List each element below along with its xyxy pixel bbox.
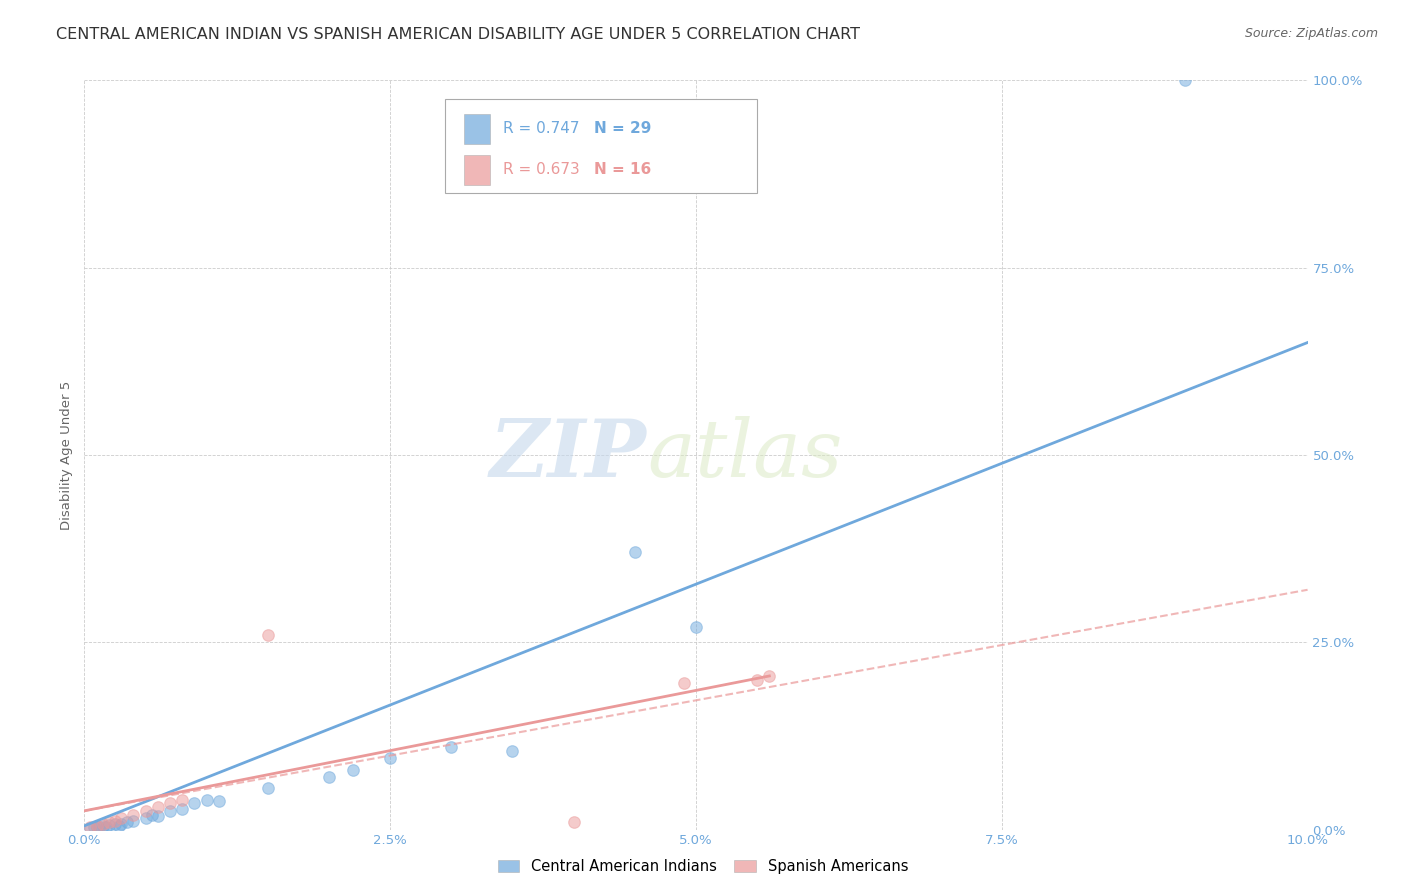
Point	[758, 669, 780, 683]
Point	[104, 817, 127, 831]
Point	[110, 816, 132, 830]
Text: N = 29: N = 29	[595, 121, 652, 136]
Point	[747, 673, 769, 687]
FancyBboxPatch shape	[464, 113, 491, 144]
Point	[96, 820, 118, 834]
Point	[104, 814, 127, 828]
Point	[624, 545, 647, 559]
Text: Source: ZipAtlas.com: Source: ZipAtlas.com	[1244, 27, 1378, 40]
Point	[195, 792, 218, 806]
Point	[440, 740, 463, 755]
Y-axis label: Disability Age Under 5: Disability Age Under 5	[60, 380, 73, 530]
Point	[146, 800, 169, 814]
Text: atlas: atlas	[647, 417, 842, 493]
Legend: Central American Indians, Spanish Americans: Central American Indians, Spanish Americ…	[492, 854, 914, 880]
Point	[502, 744, 524, 758]
Point	[107, 819, 129, 833]
Point	[97, 818, 120, 832]
Point	[115, 815, 138, 830]
Point	[318, 770, 340, 784]
Point	[172, 792, 194, 806]
Point	[257, 781, 280, 796]
Point	[86, 820, 108, 834]
Point	[172, 801, 194, 815]
Point	[141, 807, 163, 822]
Point	[79, 821, 101, 835]
Point	[122, 814, 145, 828]
Point	[146, 809, 169, 823]
Point	[135, 804, 157, 818]
Text: R = 0.673: R = 0.673	[503, 162, 579, 178]
Point	[97, 815, 120, 830]
Point	[1174, 73, 1197, 87]
Point	[562, 815, 585, 830]
Point	[208, 794, 231, 808]
Text: R = 0.747: R = 0.747	[503, 121, 579, 136]
Point	[672, 676, 695, 690]
Point	[159, 797, 181, 811]
Point	[83, 820, 105, 834]
Point	[257, 628, 280, 642]
FancyBboxPatch shape	[464, 155, 491, 185]
Point	[79, 820, 101, 834]
Point	[183, 797, 205, 811]
Point	[135, 811, 157, 825]
Text: ZIP: ZIP	[491, 417, 647, 493]
Point	[380, 751, 402, 765]
Text: N = 16: N = 16	[595, 162, 652, 178]
Point	[91, 816, 114, 830]
Point	[86, 819, 108, 833]
Point	[110, 811, 132, 825]
Point	[122, 807, 145, 822]
Point	[91, 819, 114, 833]
Point	[685, 620, 707, 634]
Point	[159, 804, 181, 818]
Point	[342, 763, 364, 777]
FancyBboxPatch shape	[446, 99, 758, 193]
Point	[87, 820, 110, 834]
Text: CENTRAL AMERICAN INDIAN VS SPANISH AMERICAN DISABILITY AGE UNDER 5 CORRELATION C: CENTRAL AMERICAN INDIAN VS SPANISH AMERI…	[56, 27, 860, 42]
